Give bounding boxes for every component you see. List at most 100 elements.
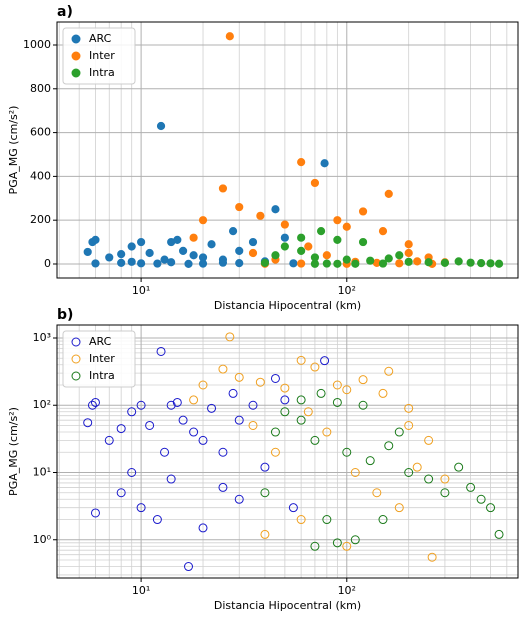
- point: [342, 255, 351, 264]
- point: [297, 233, 306, 242]
- point: [296, 395, 306, 405]
- point: [280, 407, 290, 417]
- point: [248, 237, 258, 247]
- point: [494, 529, 504, 539]
- point: [270, 447, 280, 457]
- panel-title: b): [57, 307, 73, 323]
- point: [477, 259, 486, 268]
- y-tick-label: 1000: [23, 38, 51, 51]
- point: [486, 259, 495, 268]
- point: [117, 250, 126, 259]
- legend-marker: [71, 34, 81, 44]
- point: [156, 121, 166, 131]
- point: [378, 515, 388, 525]
- point: [153, 259, 162, 268]
- point: [316, 227, 326, 236]
- legend-box: [62, 27, 136, 85]
- point: [358, 400, 368, 410]
- point: [351, 259, 360, 268]
- point: [440, 474, 450, 484]
- point: [394, 503, 404, 513]
- point: [116, 488, 126, 498]
- point: [218, 447, 228, 457]
- point: [235, 259, 244, 268]
- point: [288, 503, 298, 513]
- point: [189, 395, 199, 405]
- point: [424, 258, 433, 267]
- x-tick-label: 10²: [338, 584, 356, 597]
- legend-label: ARC: [89, 32, 112, 45]
- point: [296, 355, 306, 365]
- point: [90, 508, 100, 518]
- point: [260, 529, 270, 539]
- point: [413, 257, 422, 266]
- point: [466, 482, 476, 492]
- legend-marker: [71, 51, 81, 61]
- point: [404, 403, 414, 413]
- point: [91, 259, 100, 268]
- point: [105, 253, 114, 262]
- point: [322, 259, 331, 268]
- legend-label: Inter: [89, 49, 115, 62]
- point: [160, 255, 169, 264]
- point: [234, 494, 244, 504]
- y-tick-label: 200: [30, 213, 51, 226]
- point: [184, 259, 193, 268]
- point: [152, 515, 162, 525]
- plot: [57, 325, 518, 578]
- point: [310, 435, 320, 445]
- point: [91, 235, 100, 244]
- point: [296, 415, 306, 425]
- y-axis-label: PGA_MG (cm/s²): [7, 106, 20, 195]
- point: [218, 258, 228, 267]
- point: [156, 346, 166, 356]
- point: [350, 468, 360, 478]
- legend-label: Inter: [89, 352, 115, 365]
- y-tick-label: 600: [30, 126, 51, 139]
- point: [454, 257, 463, 266]
- point: [127, 407, 137, 417]
- y-tick-label: 10⁰: [33, 533, 52, 546]
- point: [136, 400, 146, 410]
- point: [189, 233, 198, 242]
- legend-label: Intra: [89, 66, 115, 79]
- point: [440, 258, 450, 267]
- point: [167, 258, 176, 267]
- point: [260, 488, 270, 498]
- y-tick-label: 0: [44, 257, 51, 270]
- point: [104, 435, 114, 445]
- legend-marker: [71, 68, 81, 78]
- point: [332, 380, 342, 390]
- point: [342, 541, 352, 551]
- point: [424, 474, 434, 484]
- point: [427, 552, 437, 562]
- point: [333, 216, 342, 225]
- legend-marker: [71, 371, 81, 381]
- y-tick-label: 400: [30, 169, 51, 182]
- point: [218, 364, 228, 374]
- point: [235, 246, 244, 255]
- point: [297, 158, 306, 167]
- point: [384, 254, 393, 263]
- y-tick-label: 10³: [33, 331, 51, 344]
- x-axis-label: Distancia Hipocentral (km): [214, 599, 361, 612]
- point: [310, 541, 320, 551]
- point: [404, 248, 413, 258]
- point: [218, 482, 228, 492]
- point: [117, 258, 126, 267]
- legend-label: Intra: [89, 369, 115, 382]
- legend-marker: [71, 354, 81, 364]
- point: [404, 468, 414, 478]
- point: [87, 400, 97, 410]
- point: [342, 222, 351, 231]
- point: [198, 380, 208, 390]
- x-tick-label: 10¹: [132, 284, 150, 297]
- point: [297, 246, 306, 255]
- y-axis-label: PGA_MG (cm/s²): [7, 407, 20, 496]
- point: [378, 388, 388, 398]
- point: [234, 372, 244, 382]
- point: [394, 427, 404, 437]
- x-tick-label: 10¹: [132, 584, 150, 597]
